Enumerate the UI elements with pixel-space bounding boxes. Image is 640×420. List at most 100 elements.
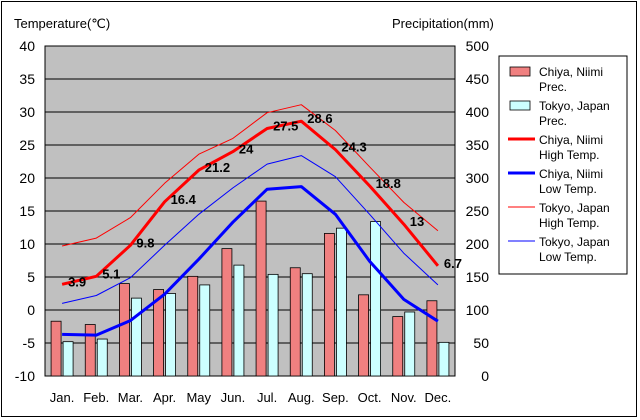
- legend-box: [498, 55, 628, 275]
- data-label: 16.4: [171, 192, 197, 207]
- temperature-line: [61, 119, 440, 286]
- legend-swatch: [509, 66, 531, 77]
- temperature-line: [61, 155, 439, 304]
- precipitation-bar: [221, 248, 233, 377]
- data-label: 27.5: [273, 119, 298, 134]
- right-tick-label: 200: [466, 236, 490, 252]
- right-tick-label: 150: [466, 269, 490, 285]
- temperature-line: [62, 185, 439, 337]
- month-labels: Jan. Feb. Mar. Apr. May Jun. Jul. Aug. Sep. Oct. N…: [50, 390, 451, 405]
- precipitation-bar: [187, 275, 199, 377]
- month-label: Dec.: [425, 390, 452, 405]
- data-label: 3.9: [68, 274, 86, 289]
- precipitation-bar: [392, 316, 404, 377]
- data-label: 24.3: [341, 140, 366, 155]
- right-tick-label: 250: [466, 203, 490, 219]
- precipitation-bar: [255, 200, 267, 377]
- data-label: 6.7: [444, 256, 462, 271]
- legend-label: Chiya, Niimi: [539, 65, 603, 79]
- precipitation-bar: [289, 267, 301, 377]
- precipitation-bar: [324, 233, 335, 377]
- data-labels: 3.9 5.1 9.8 16.4 21.2 24 27.5 28.6 24.3 18.8 13 6.7: [68, 111, 462, 289]
- data-label: 28.6: [307, 111, 332, 126]
- left-tick-label: 25: [19, 137, 35, 153]
- month-label: Jan.: [50, 390, 75, 405]
- legend-label: Chiya, Niimi: [539, 167, 603, 181]
- precipitation-bar: [131, 297, 142, 377]
- precipitation-bar: [199, 284, 211, 377]
- left-axis-title: Temperature(℃): [14, 16, 110, 31]
- precipitation-bar: [426, 300, 438, 377]
- precipitation-bar: [438, 341, 450, 377]
- temperature-lines: [61, 104, 440, 337]
- month-label: Sep.: [322, 390, 349, 405]
- legend-label: Tokyo, Japan: [539, 99, 610, 113]
- legend-label: Prec.: [539, 114, 567, 128]
- precipitation-bar: [404, 311, 416, 377]
- left-tick-label: 5: [27, 269, 35, 285]
- left-tick-label: 20: [19, 170, 35, 186]
- right-tick-label: 450: [466, 71, 490, 87]
- legend-label: Low Temp.: [539, 250, 597, 264]
- left-tick-label: 35: [19, 71, 35, 87]
- precipitation-bar: [50, 320, 62, 377]
- legend-label: Chiya, Niimi: [539, 133, 603, 147]
- right-tick-label: 500: [466, 38, 490, 54]
- left-tick-label: -10: [15, 368, 35, 384]
- precipitation-bar: [233, 264, 245, 377]
- right-tick-label: 50: [473, 335, 489, 351]
- data-label: 24: [239, 142, 254, 157]
- legend-label: High Temp.: [539, 216, 599, 230]
- left-tick-label: 0: [27, 302, 35, 318]
- data-label: 5.1: [102, 266, 120, 281]
- precipitation-bar: [358, 294, 369, 377]
- right-tick-label: 0: [481, 368, 489, 384]
- month-label: Jun.: [221, 390, 246, 405]
- legend-label: Tokyo, Japan: [539, 235, 610, 249]
- data-label: 9.8: [136, 235, 154, 250]
- left-tick-label: 40: [19, 38, 35, 54]
- precipitation-bar: [370, 221, 381, 377]
- legend-swatch: [509, 100, 531, 111]
- temperature-line: [61, 104, 439, 247]
- precipitation-bar: [336, 227, 347, 377]
- right-tick-label: 350: [466, 137, 490, 153]
- precipitation-bar: [62, 341, 74, 377]
- precipitation-bar: [267, 273, 279, 377]
- precipitation-bar: [84, 324, 96, 377]
- right-tick-labels: 0 50 100 150 200 250 300 350 400 450 500: [466, 38, 490, 384]
- right-tick-label: 300: [466, 170, 490, 186]
- left-tick-label: -5: [23, 335, 36, 351]
- month-label: Jul.: [257, 390, 277, 405]
- month-label: Apr.: [153, 390, 176, 405]
- month-label: Aug.: [288, 390, 315, 405]
- data-label: 18.8: [376, 176, 401, 191]
- data-label: 13: [410, 214, 424, 229]
- legend-label: Low Temp.: [539, 182, 597, 196]
- precipitation-bar: [119, 283, 130, 377]
- precipitation-bars: [50, 200, 450, 377]
- precipitation-bar: [165, 293, 176, 377]
- precipitation-bar: [153, 289, 164, 377]
- right-tick-label: 100: [466, 302, 490, 318]
- legend-label: Prec.: [539, 80, 567, 94]
- right-axis-title: Precipitation(mm): [392, 16, 494, 31]
- month-label: Mar.: [118, 390, 143, 405]
- month-label: Feb.: [83, 390, 109, 405]
- right-tick-label: 400: [466, 104, 490, 120]
- precipitation-bar: [96, 338, 108, 377]
- left-tick-label: 30: [19, 104, 35, 120]
- left-tick-label: 15: [19, 203, 35, 219]
- precipitation-bar: [301, 273, 313, 377]
- legend-label: Tokyo, Japan: [539, 201, 610, 215]
- month-label: May: [186, 390, 211, 405]
- legend-label: High Temp.: [539, 148, 599, 162]
- left-tick-labels: -10 -5 0 5 10 15 20 25 30 35 40: [15, 38, 35, 384]
- gridlines: [45, 78, 455, 344]
- left-tick-label: 10: [19, 236, 35, 252]
- month-label: Nov.: [391, 390, 417, 405]
- data-label: 21.2: [205, 160, 230, 175]
- month-label: Oct.: [358, 390, 382, 405]
